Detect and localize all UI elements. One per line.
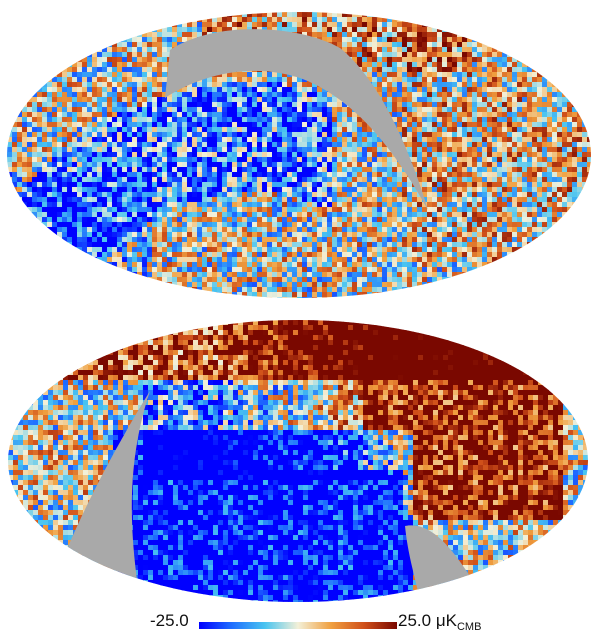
- colorbar-min-label: -25.0: [150, 611, 189, 630]
- top-sky-map: [7, 12, 591, 298]
- sky-pixels: [8, 320, 588, 602]
- sky-pixels: [7, 12, 591, 298]
- bottom-sky-map: [8, 320, 588, 602]
- colorbar: [199, 622, 397, 629]
- masked-region: [60, 391, 150, 601]
- colorbar-max-label: 25.0 μKCMB: [398, 611, 482, 633]
- masked-region: [165, 29, 428, 210]
